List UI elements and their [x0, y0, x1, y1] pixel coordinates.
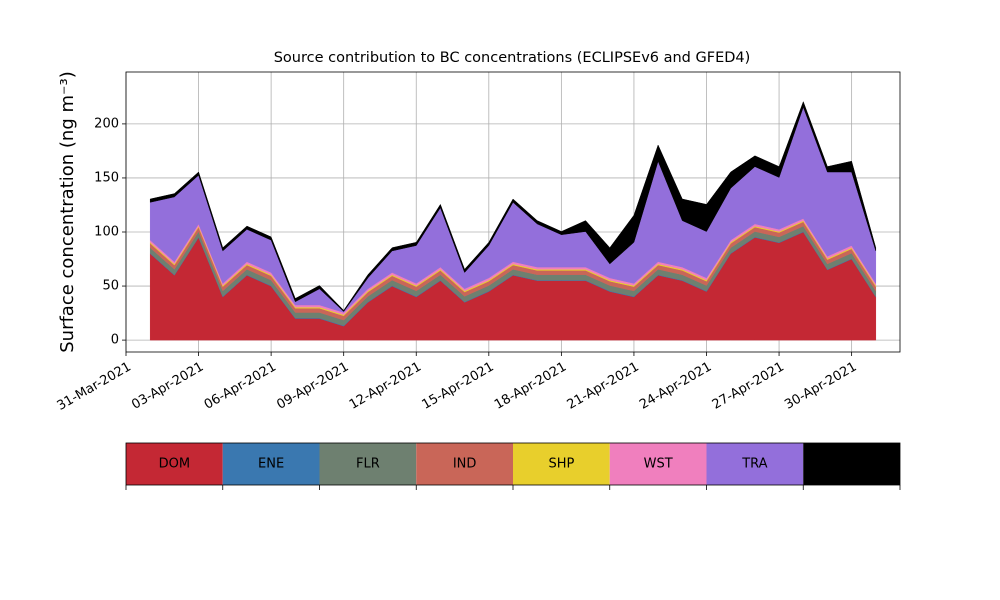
x-tick-label: 06-Apr-2021 — [202, 360, 279, 413]
legend-label: DOM — [159, 457, 190, 472]
x-tick-label: 30-Apr-2021 — [782, 360, 859, 413]
chart-title: Source contribution to BC concentrations… — [274, 50, 751, 66]
x-tick-label: 15-Apr-2021 — [419, 360, 496, 413]
y-axis-label: Surface concentration (ng m⁻³) — [57, 71, 78, 353]
y-tick-label: 200 — [94, 116, 119, 131]
plot-frame — [125, 71, 901, 353]
legend-label: IND — [453, 457, 477, 472]
x-tick-label: 21-Apr-2021 — [565, 360, 642, 413]
x-tick-label: 31-Mar-2021 — [55, 360, 134, 414]
x-tick-label: 24-Apr-2021 — [637, 360, 714, 413]
legend-label: SHP — [548, 457, 574, 472]
y-tick-label: 100 — [94, 225, 119, 240]
legend-label: TRA — [741, 457, 767, 472]
x-tick-label: 27-Apr-2021 — [710, 360, 787, 413]
x-tick-label: 09-Apr-2021 — [274, 360, 351, 413]
legend-label: WST — [644, 457, 673, 472]
y-tick-label: 50 — [102, 279, 119, 294]
legend-frame — [125, 442, 901, 486]
x-tick-label: 12-Apr-2021 — [347, 360, 424, 413]
legend-label: BB — [843, 457, 861, 472]
legend-swatch — [706, 443, 804, 485]
legend-label: FLR — [356, 457, 380, 472]
legend-swatch — [513, 443, 610, 485]
legend-swatch — [803, 443, 900, 485]
legend-swatch — [222, 443, 320, 485]
legend-swatch — [609, 443, 707, 485]
x-tick-label: 03-Apr-2021 — [129, 360, 206, 413]
legend-swatch — [319, 443, 417, 485]
y-tick-label: 0 — [111, 333, 119, 348]
area — [149, 100, 877, 312]
legend-label: ENE — [258, 457, 284, 472]
legend-swatch — [126, 443, 223, 485]
y-tick-label: 150 — [94, 170, 119, 185]
legend-swatch — [416, 443, 513, 485]
x-tick-label: 18-Apr-2021 — [492, 360, 569, 413]
